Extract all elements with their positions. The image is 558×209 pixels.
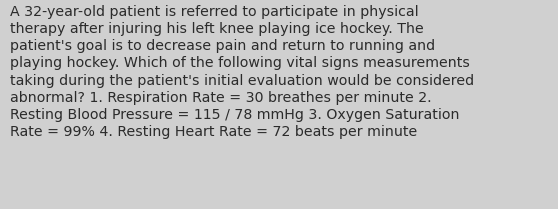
Text: A 32-year-old patient is referred to participate in physical
therapy after injur: A 32-year-old patient is referred to par…	[10, 5, 474, 139]
